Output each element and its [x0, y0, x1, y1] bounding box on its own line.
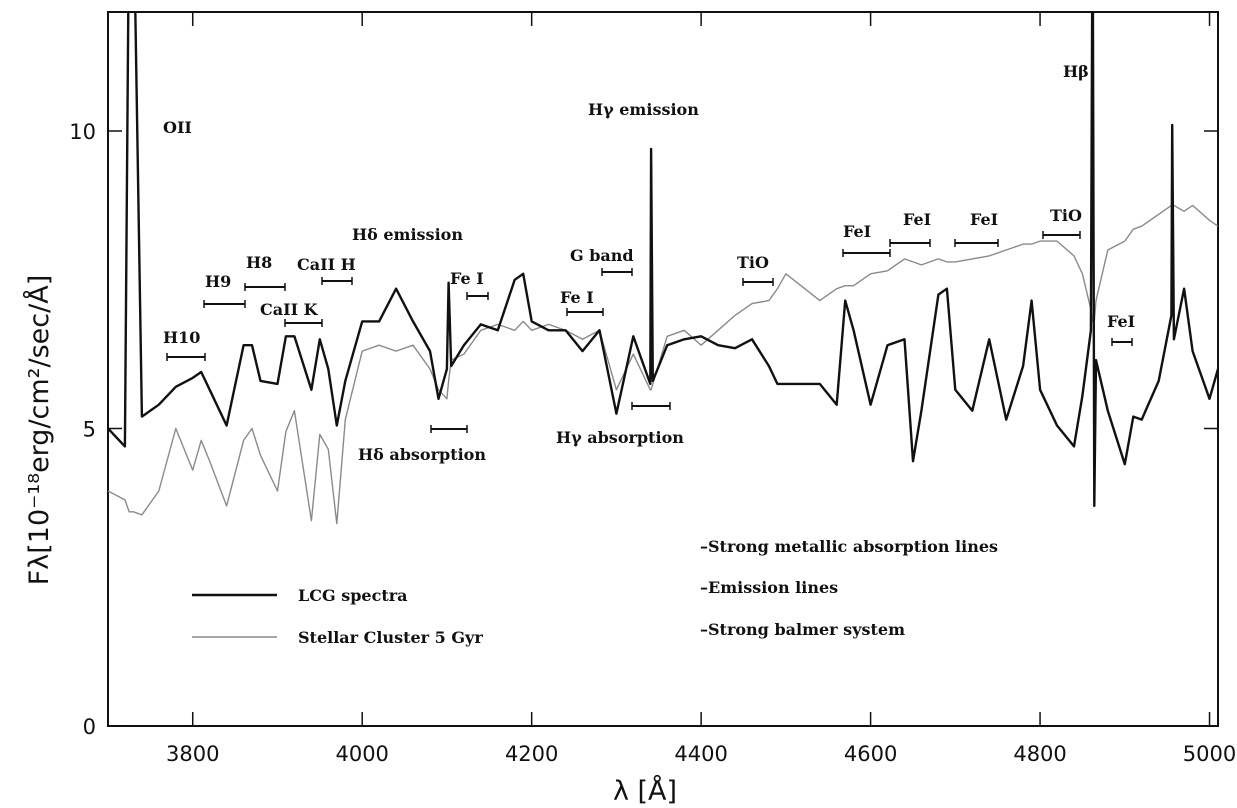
- line-annotation: H8: [246, 253, 272, 272]
- line-annotation: FeI: [903, 210, 931, 229]
- x-axis-label: λ [Å]: [613, 775, 677, 807]
- line-annotation: Hγ absorption: [556, 428, 684, 447]
- x-tick-label: 4600: [844, 742, 897, 766]
- x-tick-label: 4400: [674, 742, 727, 766]
- line-annotation: TiO: [1050, 206, 1082, 225]
- line-annotation: CaII H: [297, 255, 356, 274]
- note: –Strong metallic absorption lines: [700, 537, 998, 556]
- line-annotation: G band: [570, 246, 634, 265]
- line-annotation: H9: [205, 272, 231, 291]
- line-annotation: Hδ emission: [352, 225, 463, 244]
- x-tick-label: 4800: [1013, 742, 1066, 766]
- legend-label: LCG spectra: [298, 586, 408, 605]
- note: –Emission lines: [700, 578, 838, 597]
- y-tick-label: 5: [83, 418, 96, 442]
- x-tick-label: 4000: [335, 742, 388, 766]
- y-tick-label: 10: [69, 120, 96, 144]
- line-annotation: FeI: [970, 210, 998, 229]
- note: –Strong balmer system: [700, 620, 905, 639]
- legend-label: Stellar Cluster 5 Gyr: [298, 628, 483, 647]
- line-annotation: OII: [163, 118, 192, 137]
- line-annotation: Fe I: [450, 269, 484, 288]
- line-annotation: TiO: [737, 253, 769, 272]
- line-annotation: H10: [163, 328, 200, 347]
- y-axis-label: Fλ[10⁻¹⁸erg/cm²/sec/Å]: [23, 275, 55, 585]
- plot-frame: [107, 11, 1219, 727]
- y-tick-label: 0: [83, 715, 96, 739]
- line-annotation: FeI: [1107, 312, 1135, 331]
- spectrum-line: [108, 204, 1218, 525]
- line-annotation: Fe I: [560, 288, 594, 307]
- line-annotation: Hβ: [1063, 62, 1089, 81]
- line-annotation: Hδ absorption: [358, 445, 486, 464]
- line-annotation: Hγ emission: [588, 100, 699, 119]
- x-tick-label: 5000: [1183, 742, 1236, 766]
- x-tick-label: 3800: [166, 742, 219, 766]
- x-tick-label: 4200: [505, 742, 558, 766]
- spectrum-line: [108, 12, 1218, 508]
- plot-lines: [108, 12, 1218, 525]
- line-annotation: CaII K: [260, 300, 319, 319]
- line-annotation: FeI: [843, 222, 871, 241]
